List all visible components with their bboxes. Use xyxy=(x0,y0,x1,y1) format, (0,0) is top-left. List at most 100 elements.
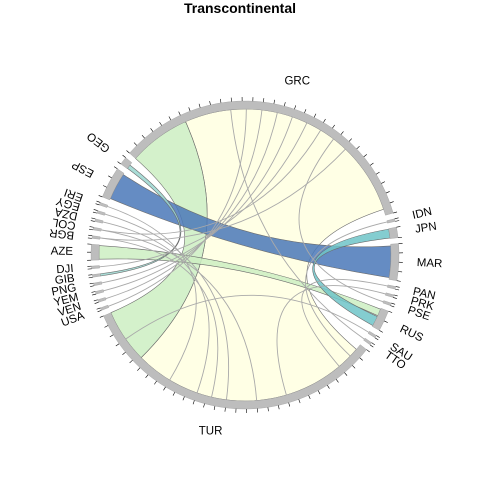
sector-track-bgr xyxy=(91,235,101,240)
sector-tick xyxy=(90,285,95,287)
sector-tick xyxy=(371,342,376,346)
sector-label-jpn: JPN xyxy=(414,221,437,236)
sector-label-pan: PAN xyxy=(412,286,437,303)
chord-link-ven-grc xyxy=(105,109,263,300)
chord-link-col-tur xyxy=(101,229,258,401)
sector-tick xyxy=(313,113,317,118)
sector-tick xyxy=(92,293,97,296)
sector-tick xyxy=(224,407,226,412)
sector-tick xyxy=(178,111,181,116)
sector-tick xyxy=(376,335,380,338)
sector-tick xyxy=(93,299,98,302)
sector-tick xyxy=(113,166,118,170)
sector-track-gib xyxy=(92,273,101,278)
sector-tick xyxy=(396,280,401,282)
sector-tick xyxy=(109,334,114,338)
chord-link-dza-tur xyxy=(102,221,210,394)
sector-tick xyxy=(88,276,93,279)
sector-track-usa xyxy=(100,304,110,311)
sector-label-dza: DZA xyxy=(53,205,78,222)
sector-tick xyxy=(395,220,400,222)
chord-link-egy-tur xyxy=(104,213,230,400)
sector-track-prk xyxy=(385,292,394,298)
sector-track-sau xyxy=(367,331,377,339)
sector-tick xyxy=(344,372,348,376)
sector-tick xyxy=(91,217,96,220)
sector-track-dza xyxy=(94,218,104,224)
sector-tick xyxy=(395,288,400,291)
sector-track-ven xyxy=(97,297,107,303)
sector-track-idn xyxy=(386,218,396,224)
sector-tick xyxy=(374,337,379,341)
sector-tick xyxy=(94,302,99,304)
sector-tick xyxy=(172,391,176,396)
sector-label-yem: YEM xyxy=(53,291,80,309)
sector-tick xyxy=(379,330,383,333)
sector-label-idn: IDN xyxy=(411,206,433,222)
sector-tick xyxy=(96,200,101,203)
sector-tick xyxy=(209,100,211,105)
chord-links xyxy=(98,108,392,402)
sector-tick xyxy=(363,154,367,158)
sector-tick xyxy=(389,201,394,204)
sector-label-tur: TUR xyxy=(199,426,223,438)
sector-tick xyxy=(393,294,398,297)
sector-tick xyxy=(97,310,102,313)
sector-label-esp: ESP xyxy=(70,158,96,180)
sector-track-aze xyxy=(90,244,100,261)
sector-tick xyxy=(304,109,307,114)
sector-tick xyxy=(154,380,157,385)
sector-tick xyxy=(122,154,126,158)
sector-tick xyxy=(359,357,363,361)
sector-label-mar: MAR xyxy=(417,257,443,270)
sector-tick xyxy=(93,209,98,211)
sector-tick xyxy=(99,315,104,318)
sector-tick xyxy=(89,228,94,231)
sector-tick xyxy=(220,98,222,103)
sector-tick xyxy=(188,107,191,112)
sector-tick xyxy=(150,128,154,132)
sector-tick xyxy=(288,402,291,407)
sector-tick xyxy=(298,399,301,404)
sector-track-egy xyxy=(96,210,106,216)
sector-tick xyxy=(308,395,311,400)
sector-track-eri xyxy=(99,202,109,208)
chord-link-sau-tur xyxy=(125,294,370,340)
chord-link-bgr-grc xyxy=(99,148,346,241)
sector-tick xyxy=(213,405,216,411)
chord-link-eri-tur xyxy=(107,205,197,381)
sector-tick xyxy=(283,102,286,107)
sector-tick xyxy=(384,320,388,323)
sector-tracks xyxy=(87,97,403,413)
sector-label-grc: GRC xyxy=(284,75,310,87)
chord-link-pan-tur xyxy=(301,279,388,367)
chord-link-col-grc xyxy=(101,129,322,235)
sector-tick xyxy=(393,211,398,214)
sector-tick xyxy=(392,297,397,299)
sector-tick xyxy=(369,344,374,348)
sector-tick xyxy=(381,181,386,184)
sector-tick xyxy=(192,400,195,405)
chart-title: Transcontinental xyxy=(184,0,296,16)
sector-tick xyxy=(273,99,275,104)
sector-tick xyxy=(198,103,201,108)
sector-tick xyxy=(348,138,352,142)
sector-tick xyxy=(92,211,97,214)
chord-link-yem-grc xyxy=(103,112,278,292)
sector-track-pan xyxy=(387,284,396,290)
sector-tick xyxy=(332,124,335,129)
sector-tick xyxy=(182,396,185,401)
sector-tick xyxy=(145,374,149,378)
sector-label-dji: DJI xyxy=(56,263,74,276)
sector-label-rus: RUS xyxy=(398,323,425,344)
chord-link-prk-tur xyxy=(276,285,386,396)
sector-tick xyxy=(115,343,120,347)
sector-tick xyxy=(141,134,145,139)
sector-tick xyxy=(323,118,326,123)
sector-tick xyxy=(352,365,356,369)
sector-tick xyxy=(340,131,344,135)
sector-track-pse xyxy=(382,300,392,306)
chord-link-png-grc xyxy=(101,116,293,284)
sector-tick xyxy=(137,367,141,371)
sector-tick xyxy=(88,234,93,237)
